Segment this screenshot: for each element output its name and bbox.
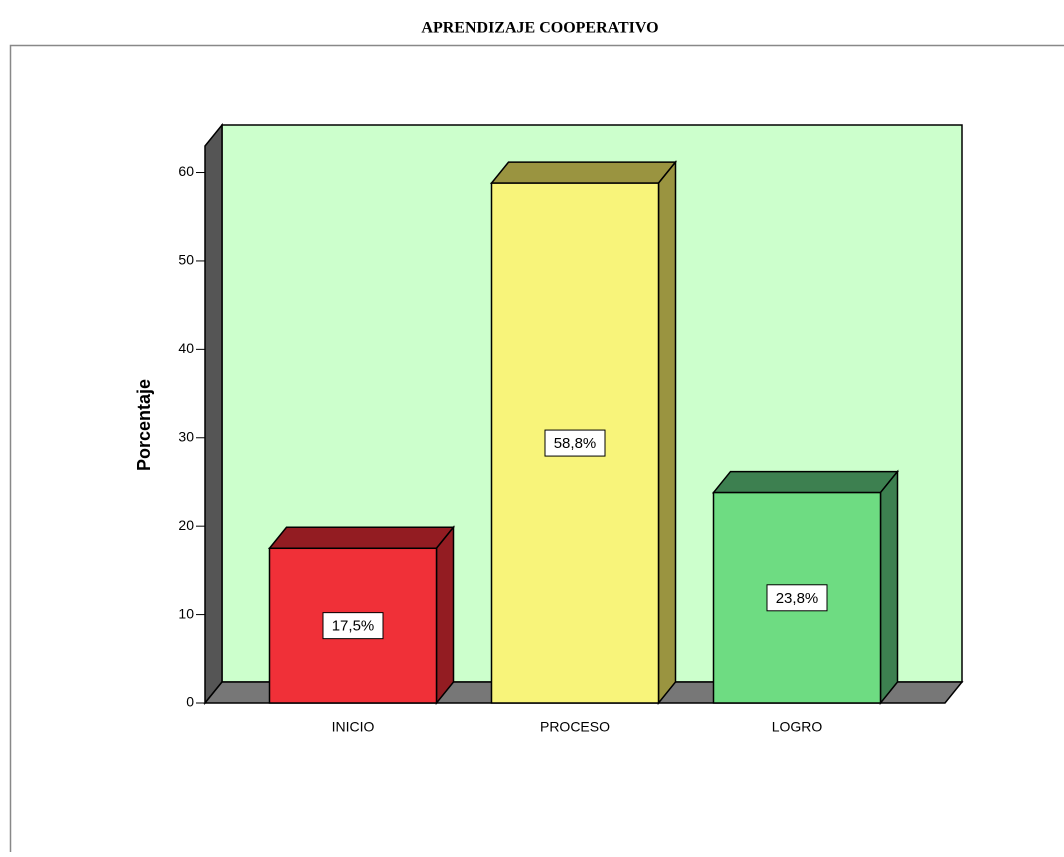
chart-title: APRENDIZAJE COOPERATIVO xyxy=(421,20,658,37)
y-tick-label: 20 xyxy=(178,517,194,533)
value-label: 58,8% xyxy=(554,435,597,452)
bar-top xyxy=(492,162,676,183)
bar-top xyxy=(270,527,454,548)
bar-top xyxy=(714,472,898,493)
y-tick-label: 40 xyxy=(178,340,194,356)
value-label: 23,8% xyxy=(776,590,819,607)
bar-side xyxy=(437,527,454,703)
bar-side xyxy=(659,162,676,703)
x-tick-label: PROCESO xyxy=(540,719,610,735)
bar-side xyxy=(881,472,898,703)
value-label: 17,5% xyxy=(332,618,375,635)
y-tick-label: 0 xyxy=(186,694,194,710)
x-tick-label: LOGRO xyxy=(772,719,823,735)
y-axis-label: Porcentaje xyxy=(134,379,154,471)
y-tick-label: 50 xyxy=(178,252,194,268)
y-tick-label: 30 xyxy=(178,428,194,444)
x-tick-label: INICIO xyxy=(332,719,375,735)
y-tick-label: 10 xyxy=(178,605,194,621)
y-tick-label: 60 xyxy=(178,163,194,179)
side-wall xyxy=(205,125,222,703)
